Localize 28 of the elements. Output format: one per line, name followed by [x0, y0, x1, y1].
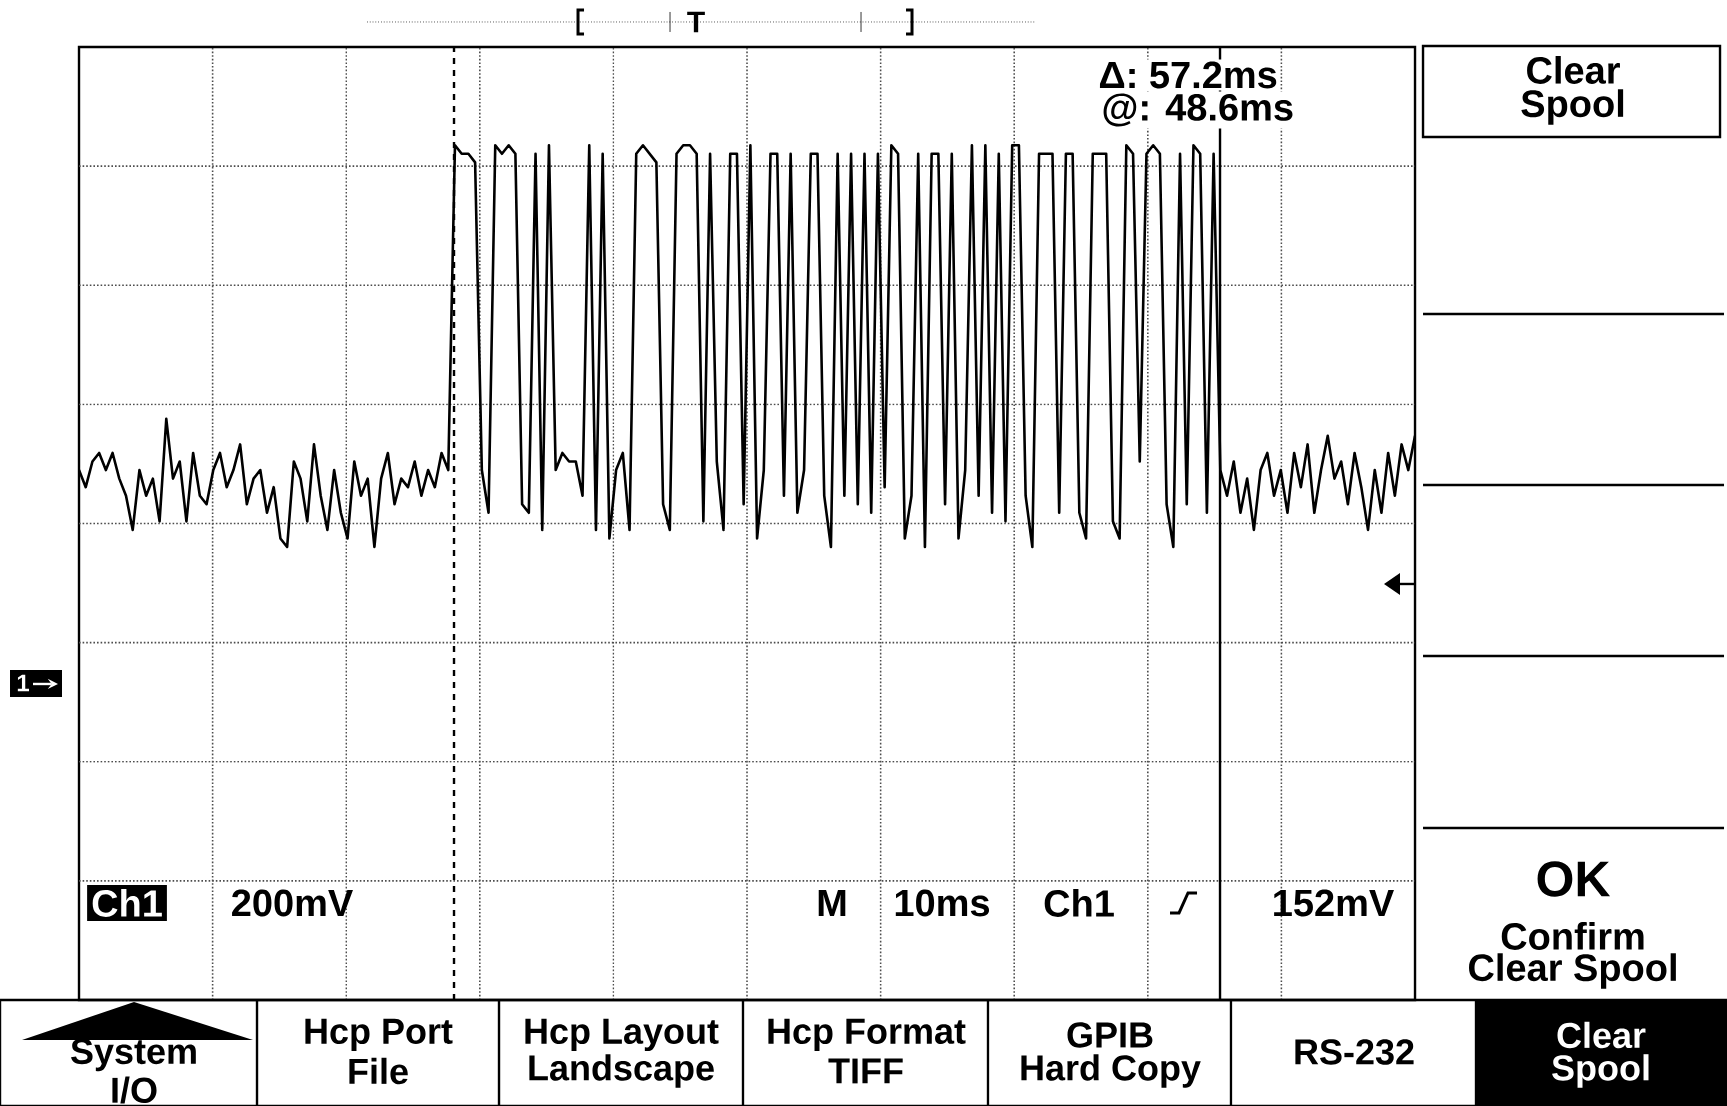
text: Δ: 57.2ms: [1099, 61, 1277, 89]
text: Hard Copy: [1021, 1054, 1201, 1088]
text: I/O: [112, 1076, 157, 1104]
annotation: Ch1: [1044, 889, 1114, 917]
annotation: Ch1: [92, 889, 162, 917]
text: 1: [17, 674, 30, 692]
text: Hcp Port: [305, 1018, 453, 1052]
text: @: 48.6ms: [1103, 93, 1293, 127]
annotation: 152mV: [1274, 889, 1394, 917]
text: System: [71, 1038, 196, 1072]
text: Confirm: [1501, 922, 1644, 950]
text: Clear: [1557, 1021, 1646, 1049]
text: TIFF: [828, 1058, 903, 1084]
text: T: [687, 11, 705, 33]
annotation: 200mV: [232, 889, 353, 917]
text: File: [349, 1057, 408, 1085]
text: Landscape: [529, 1054, 714, 1088]
text: Hcp Layout: [525, 1018, 719, 1052]
text: Spool: [1521, 89, 1624, 125]
text: GPIB: [1067, 1022, 1153, 1048]
text: Spool: [1552, 1054, 1649, 1088]
annotation: 10ms: [895, 889, 990, 917]
text: Clear: [1527, 56, 1620, 84]
annotation: M: [818, 889, 846, 917]
text: Hcp Format: [768, 1018, 966, 1052]
text: RS-232: [1295, 1039, 1414, 1065]
text: Clear Spool: [1469, 953, 1676, 989]
text: OK: [1537, 861, 1611, 897]
